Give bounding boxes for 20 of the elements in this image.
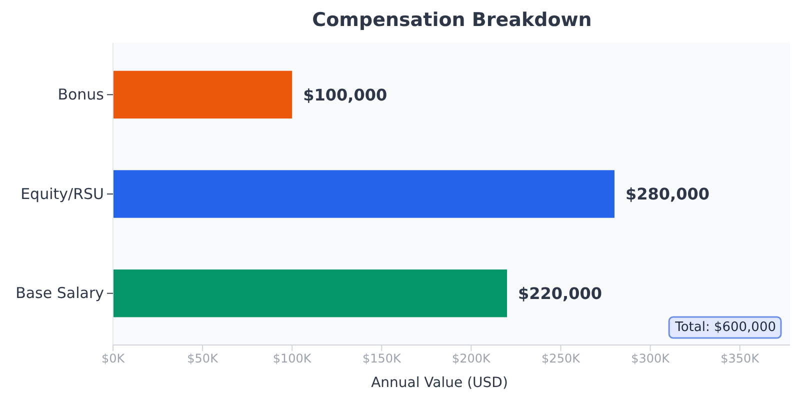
x-tick-label: $150K xyxy=(362,352,402,366)
y-tick-label: Equity/RSU xyxy=(20,184,104,203)
bar xyxy=(113,270,508,318)
data-label: $100,000 xyxy=(303,85,388,104)
data-label: $280,000 xyxy=(625,184,710,204)
bar xyxy=(113,70,292,118)
chart-title: Compensation Breakdown xyxy=(312,9,592,31)
x-tick-label: $0K xyxy=(101,352,126,366)
x-axis-title: Annual Value (USD) xyxy=(371,375,508,391)
x-tick-label: $250K xyxy=(542,352,582,366)
annotation: Total: $600,000 xyxy=(674,320,776,335)
bar xyxy=(113,170,614,218)
y-tick-label: Base Salary xyxy=(16,284,104,302)
x-tick-label: $200K xyxy=(452,352,492,366)
x-tick-label: $300K xyxy=(631,352,671,366)
x-tick-label: $100K xyxy=(272,352,312,366)
data-label: $220,000 xyxy=(518,284,602,303)
y-tick-label: Bonus xyxy=(58,85,104,104)
x-tick-label: $350K xyxy=(720,352,760,366)
x-tick-label: $50K xyxy=(187,352,220,366)
